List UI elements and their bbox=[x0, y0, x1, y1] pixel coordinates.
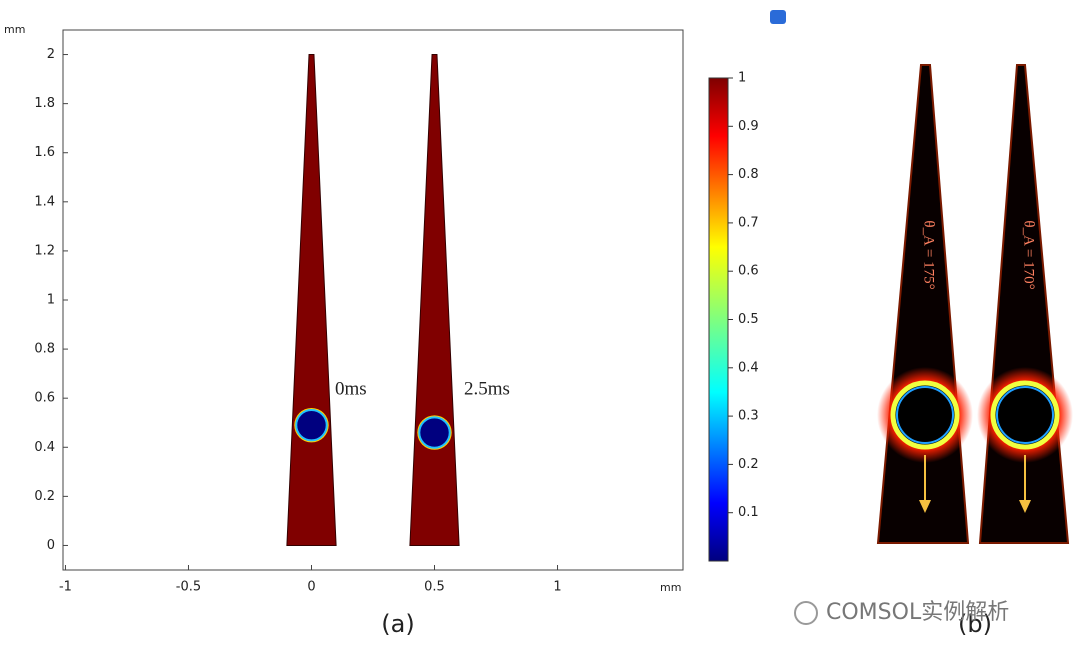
bubble bbox=[418, 416, 451, 449]
y-tick-label: 0.6 bbox=[34, 391, 55, 406]
caption-a: (a) bbox=[381, 610, 414, 638]
bubble-label: 0ms bbox=[335, 378, 367, 399]
y-tick-label: 1.8 bbox=[34, 96, 55, 111]
y-tick-label: 1.6 bbox=[34, 145, 55, 160]
colorbar-tick-label: 0.7 bbox=[738, 215, 759, 230]
colorbar-tick-label: 0.9 bbox=[738, 119, 759, 134]
colorbar-tick-label: 0.8 bbox=[738, 167, 759, 182]
x-tick-label: 0 bbox=[307, 580, 315, 595]
y-tick-label: 0.2 bbox=[34, 489, 55, 504]
y-tick-label: 1.2 bbox=[34, 243, 55, 258]
y-tick-label: 1 bbox=[47, 293, 55, 308]
colorbar-tick-label: 0.3 bbox=[738, 409, 759, 424]
colorbar-tick-label: 0.6 bbox=[738, 264, 759, 279]
wedge bbox=[409, 54, 460, 546]
watermark: COMSOL实例解析 bbox=[826, 600, 1009, 625]
y-tick-label: 1.4 bbox=[34, 194, 55, 209]
wechat-icon bbox=[794, 601, 818, 625]
y-tick-label: 0 bbox=[47, 538, 55, 553]
colorbar-tick-label: 0.5 bbox=[738, 312, 759, 327]
y-unit: mm bbox=[4, 23, 25, 36]
colorbar-tick-label: 0.4 bbox=[738, 360, 759, 375]
colorbar-tick-label: 1 bbox=[738, 71, 746, 86]
y-tick-label: 0.8 bbox=[34, 342, 55, 357]
x-tick-label: -0.5 bbox=[176, 580, 201, 595]
angle-label: θ_A = 170° bbox=[1021, 220, 1037, 289]
plot-frame bbox=[62, 29, 684, 571]
y-tick-label: 2 bbox=[47, 47, 55, 62]
x-unit: mm bbox=[660, 581, 681, 594]
bubble-label: 2.5ms bbox=[464, 378, 510, 399]
bubble bbox=[295, 408, 328, 442]
caption-b: (b) bbox=[958, 610, 992, 638]
colorbar-tick-label: 0.1 bbox=[738, 505, 759, 520]
y-tick-label: 0.4 bbox=[34, 440, 55, 455]
colorbar-tick-label: 0.2 bbox=[738, 457, 759, 472]
x-tick-label: -1 bbox=[59, 580, 72, 595]
x-tick-label: 1 bbox=[553, 580, 561, 595]
wedge bbox=[286, 54, 337, 546]
colorbar bbox=[708, 77, 729, 562]
x-tick-label: 0.5 bbox=[424, 580, 445, 595]
experiment-image bbox=[770, 10, 1073, 544]
angle-label: θ_A = 175° bbox=[921, 220, 937, 289]
